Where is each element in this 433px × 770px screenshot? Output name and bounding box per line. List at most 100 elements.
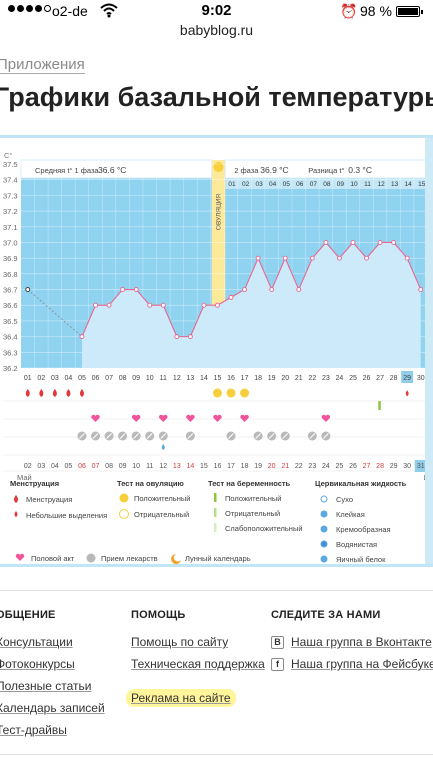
page-title: Графики базальной температуры <box>0 82 433 112</box>
site-footer: ОБЩЕНИЕ Консультации Фотоконкурсы Полезн… <box>0 590 433 770</box>
top-day-number: 04 <box>269 181 277 188</box>
pill-line <box>228 433 234 439</box>
calendar-day-number: 31 <box>417 463 425 470</box>
top-day-number: 02 <box>242 181 250 188</box>
legend-item-label: Клейкая <box>336 510 365 519</box>
y-tick-label: 36.7 <box>3 286 18 295</box>
calendar-day-number: 14 <box>186 463 194 470</box>
ovulation-test-icon <box>226 388 236 398</box>
sun-icon <box>213 162 224 172</box>
bottom-day-number: 07 <box>105 375 113 382</box>
legend-item-label: Отрицательный <box>225 509 280 518</box>
intercourse-legend-icon <box>15 553 25 561</box>
temperature-point <box>323 240 329 245</box>
phase1-value: 36.6 °C <box>98 165 126 175</box>
menstruation-drop-icon <box>39 389 44 397</box>
temperature-line <box>81 241 422 338</box>
legend-item-label: Отрицательный <box>134 510 189 519</box>
watery-icon <box>320 540 328 548</box>
top-day-number: 08 <box>323 181 331 188</box>
footer-link-useful-articles[interactable]: Полезные статьи <box>0 679 92 693</box>
footer-link-facebook[interactable]: Наша группа на Фейсбуке <box>291 657 433 671</box>
intercourse-heart-icon <box>186 414 195 422</box>
phase1-strip <box>20 159 213 179</box>
phase2-label: 2 фаза <box>234 166 259 175</box>
footer-link-vk[interactable]: Наша группа в Вконтакте <box>291 635 432 649</box>
intercourse-heart-icon <box>91 414 100 422</box>
temperature-point <box>228 294 234 300</box>
legend-item-label: Яичный белок <box>336 555 386 564</box>
legend-item-label: Сухо <box>336 495 353 504</box>
top-day-number: 14 <box>405 181 413 188</box>
bottom-day-number: 25 <box>349 375 357 382</box>
signal-dots-icon <box>8 5 51 12</box>
legend-item-label: Небольшие выделения <box>26 511 107 520</box>
social-facebook[interactable]: f Наша группа на Фейсбуке <box>271 657 433 671</box>
social-vk[interactable]: B Наша группа в Вконтакте <box>271 635 433 649</box>
light-spotting-icon <box>14 511 18 517</box>
calendar-day-number: 15 <box>200 463 208 470</box>
footer-link-tech-support[interactable]: Техническая поддержка <box>131 657 265 671</box>
calendar-day-number: 20 <box>268 463 276 470</box>
facebook-icon: f <box>271 657 284 671</box>
intercourse-heart-icon <box>321 414 331 422</box>
top-day-number: 12 <box>377 181 385 188</box>
footer-col-help: ПОМОЩЬ Помощь по сайту Техническая подде… <box>126 609 265 715</box>
calendar-day-number: 17 <box>227 463 235 470</box>
legend-item-label: Кремообразная <box>336 525 391 534</box>
temperature-point <box>106 302 112 308</box>
temperature-point <box>296 287 302 292</box>
top-day-number: 06 <box>296 181 304 188</box>
footer-col-title: ОБЩЕНИЕ <box>0 609 56 621</box>
ovulation-test-icon <box>212 388 222 398</box>
footer-link-advertising[interactable]: Реклама на сайте <box>126 689 236 707</box>
alarm-icon: ⏰ <box>340 3 358 19</box>
legend-group-title: Тест на беременность <box>208 479 291 488</box>
wifi-icon <box>100 3 118 18</box>
phase1-label: Средняя t° 1 фаза <box>35 166 99 175</box>
bottom-day-number: 16 <box>227 375 235 382</box>
url-bar[interactable]: babyblog.ru <box>179 22 254 38</box>
calendar-day-number: 06 <box>78 463 86 470</box>
footer-link-photo-contests[interactable]: Фотоконкурсы <box>0 657 75 671</box>
temperature-point <box>120 287 126 292</box>
bottom-day-number: 18 <box>254 375 262 382</box>
calendar-day-number: 25 <box>336 463 344 470</box>
pill-line <box>119 433 126 439</box>
calendar-day-number: 03 <box>37 463 45 470</box>
calendar-day-number: 28 <box>376 463 384 470</box>
y-tick-label: 36.9 <box>3 254 18 263</box>
calendar-day-number: 04 <box>51 463 59 470</box>
bottom-day-number: 02 <box>37 375 45 382</box>
calendar-day-number: 27 <box>363 463 371 470</box>
footer-link-calendar[interactable]: Календарь записей <box>0 701 105 715</box>
footer-link-site-help[interactable]: Помощь по сайту <box>131 635 229 649</box>
y-tick-label: 37.2 <box>3 207 18 216</box>
footer-link-test-drives[interactable]: Тест-драйвы <box>0 723 67 737</box>
temperature-point <box>147 302 153 308</box>
ovulation-test-icon <box>240 388 250 398</box>
calendar-day-number: 26 <box>349 463 357 470</box>
footer-link-consultations[interactable]: Консультации <box>0 635 73 649</box>
calendar-day-number: 12 <box>159 463 167 470</box>
pill-line <box>323 433 329 439</box>
breadcrumb[interactable]: Приложения <box>0 56 85 74</box>
month-label-left: Май <box>17 473 32 482</box>
breadcrumb-link[interactable]: Приложения <box>0 56 85 74</box>
calendar-day-number: 23 <box>308 463 316 470</box>
pregnancy-weak-icon <box>214 523 217 532</box>
calendar-day-number: 13 <box>173 463 181 470</box>
top-day-number: 03 <box>256 181 264 188</box>
bottom-day-number: 06 <box>92 375 100 382</box>
menstruation-icon <box>14 495 18 503</box>
pregnancy-negative-icon <box>214 508 217 517</box>
battery-icon <box>396 6 423 17</box>
y-tick-label: 37.5 <box>3 160 18 169</box>
calendar-day-number: 11 <box>146 463 153 470</box>
bottom-day-number: 08 <box>119 375 127 382</box>
pill-line <box>160 433 167 439</box>
menstruation-drop-icon <box>79 389 84 397</box>
bottom-day-number: 14 <box>200 375 208 382</box>
pill-line <box>79 433 85 439</box>
intercourse-heart-icon <box>213 414 222 422</box>
